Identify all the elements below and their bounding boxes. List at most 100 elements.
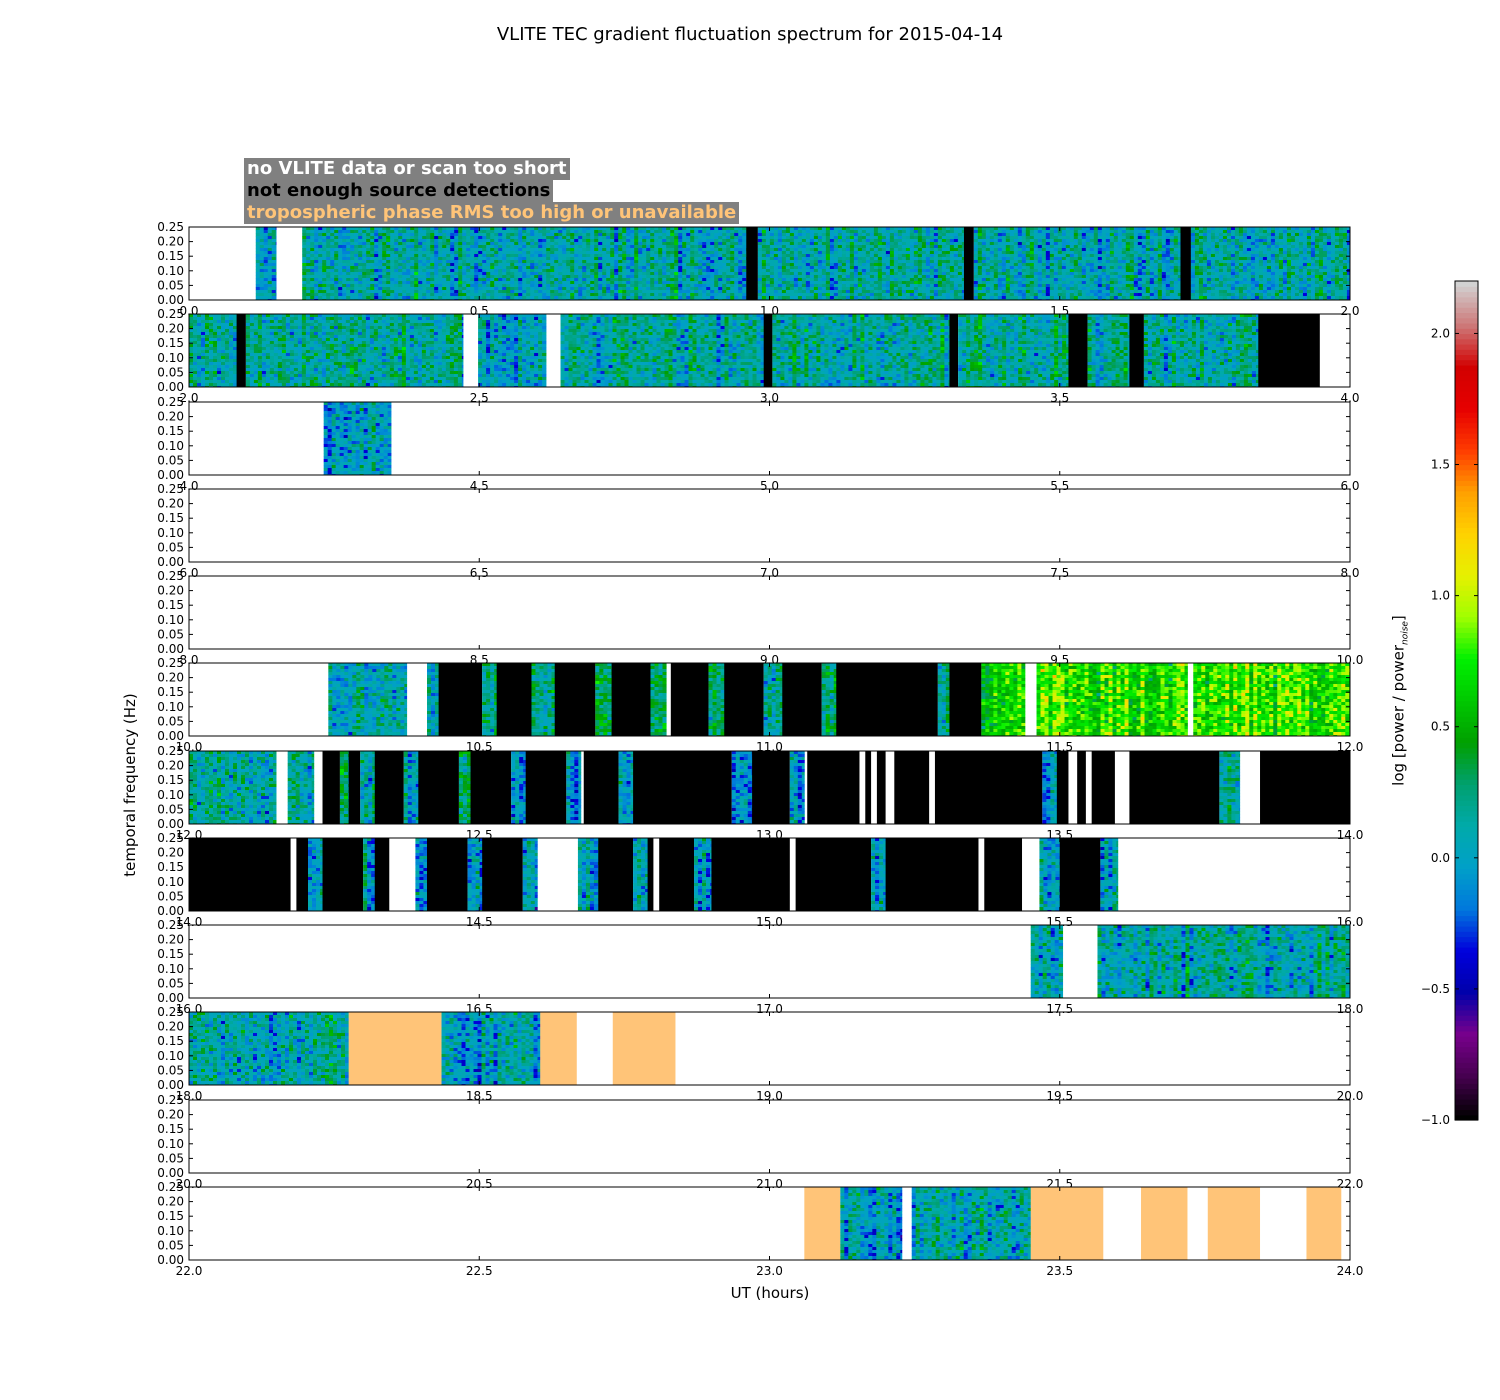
- colorbar-cell: [1455, 490, 1478, 497]
- y-tick-label: 0.00: [157, 729, 184, 743]
- x-tick-label: 22.0: [176, 1264, 203, 1278]
- segment-nodet: [934, 751, 1043, 824]
- colorbar-cell: [1455, 910, 1478, 917]
- data-segment: [427, 663, 440, 737]
- colorbar-cell: [1455, 826, 1478, 833]
- colorbar-cell: [1455, 385, 1478, 392]
- data-segment: [1190, 227, 1351, 301]
- colorbar-cell: [1455, 884, 1478, 890]
- colorbar-cell: [1455, 637, 1478, 644]
- colorbar-cell: [1455, 857, 1478, 864]
- colorbar-cell: [1455, 401, 1478, 408]
- colorbar-cell: [1455, 983, 1478, 990]
- colorbar-cell: [1455, 973, 1478, 980]
- colorbar-cell: [1455, 863, 1478, 869]
- colorbar-cell: [1455, 873, 1478, 880]
- y-tick-label: 0.15: [157, 860, 184, 874]
- y-tick-label: 0.00: [157, 1166, 184, 1180]
- colorbar-cell: [1455, 301, 1478, 308]
- data-segment: [328, 663, 408, 737]
- data-segment: [323, 402, 392, 476]
- colorbar-frame: [1454, 280, 1479, 1121]
- data-segment: [467, 838, 483, 912]
- colorbar-cell: [1455, 941, 1478, 948]
- panel-4: 0.000.050.100.150.200.258.0 8.5 9.0 9.5 10.0: [157, 569, 1363, 667]
- colorbar-cell: [1455, 957, 1478, 964]
- colorbar-cell: [1455, 1088, 1478, 1095]
- legend: no VLITE data or scan too short not enou…: [244, 158, 740, 224]
- data-segment: [458, 751, 471, 825]
- y-tick-label: 0.00: [157, 468, 184, 482]
- y-tick-label: 0.20: [157, 497, 184, 511]
- data-segment: [189, 1012, 350, 1086]
- colorbar-cell: [1455, 962, 1478, 969]
- data-segment: [595, 663, 612, 737]
- colorbar-cell: [1455, 899, 1478, 906]
- colorbar-cell: [1455, 448, 1478, 455]
- segment-nodet: [598, 838, 634, 911]
- data-segment: [360, 751, 376, 825]
- colorbar-cell: [1455, 978, 1478, 985]
- colorbar-cell: [1455, 569, 1478, 576]
- panel-3: 0.000.050.100.150.200.256.0 6.5 7.0 7.5 8.0: [157, 482, 1359, 580]
- colorbar-tick-label: 1.0: [1431, 589, 1450, 603]
- colorbar-cell: [1455, 485, 1478, 492]
- panel-frame: [188, 488, 1351, 563]
- y-tick-label: 0.20: [157, 410, 184, 424]
- segment-nodet: [348, 751, 361, 824]
- legend-no-data: no VLITE data or scan too short: [244, 158, 570, 180]
- data-segment: [577, 838, 599, 912]
- segment-tropo: [348, 1012, 442, 1085]
- segment-nodet: [949, 314, 959, 387]
- data-segment: [339, 751, 350, 825]
- colorbar-cell: [1455, 894, 1478, 901]
- colorbar-cell: [1455, 406, 1478, 413]
- y-tick-label: 0.20: [157, 1108, 184, 1122]
- y-tick-label: 0.05: [157, 889, 184, 903]
- data-segment: [757, 227, 965, 301]
- colorbar-cell: [1455, 758, 1478, 765]
- y-tick-label: 0.05: [157, 278, 184, 292]
- colorbar-cell: [1455, 328, 1478, 335]
- legend-no-detections: not enough source detections: [244, 180, 554, 202]
- colorbar-cell: [1455, 889, 1478, 896]
- data-segment: [308, 838, 323, 912]
- y-tick-label: 0.15: [157, 511, 184, 525]
- segment-nodet: [322, 838, 364, 911]
- colorbar-cell: [1455, 307, 1478, 314]
- segment-nodet: [894, 751, 930, 824]
- segment-nodet: [752, 751, 790, 824]
- colorbar-cell: [1455, 1009, 1478, 1016]
- colorbar-cell: [1455, 480, 1478, 487]
- colorbar-cell: [1455, 349, 1478, 356]
- colorbar-tick-label: 0.0: [1431, 851, 1450, 865]
- y-tick-label: 0.25: [157, 220, 184, 234]
- segment-nodet: [374, 751, 404, 824]
- y-tick-label: 0.15: [157, 249, 184, 263]
- colorbar-cell: [1455, 532, 1478, 539]
- colorbar-cell: [1455, 1025, 1478, 1032]
- y-tick-label: 0.00: [157, 1078, 184, 1092]
- colorbar-cell: [1455, 852, 1478, 859]
- segment-nodet: [1258, 314, 1320, 387]
- colorbar-cell: [1455, 1072, 1478, 1079]
- colorbar-cell: [1455, 931, 1478, 938]
- colorbar-cell: [1455, 1020, 1478, 1027]
- y-tick-label: 0.15: [157, 1122, 184, 1136]
- colorbar-cell: [1455, 779, 1478, 785]
- colorbar-cell: [1455, 364, 1478, 371]
- segment-nodet: [296, 838, 309, 911]
- y-tick-label: 0.25: [157, 918, 184, 932]
- data-segment: [482, 663, 498, 737]
- colorbar-label-end: ]: [1390, 615, 1408, 621]
- colorbar-cell: [1455, 516, 1478, 523]
- colorbar-cell: [1455, 281, 1478, 287]
- data-segment: [255, 227, 277, 301]
- colorbar-tick-label: −0.5: [1421, 982, 1450, 996]
- segment-nodet: [885, 838, 979, 911]
- data-segment: [772, 314, 950, 388]
- colorbar-cell: [1455, 868, 1478, 875]
- colorbar-cell: [1455, 1078, 1478, 1084]
- colorbar-cell: [1455, 343, 1478, 350]
